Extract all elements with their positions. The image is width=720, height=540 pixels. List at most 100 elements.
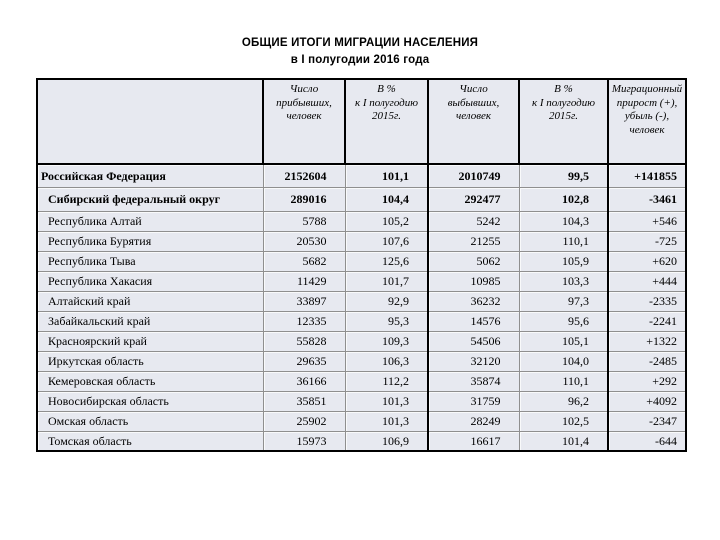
table-row: Республика Тыва 5682 125,6 5062 105,9 +6… [36, 250, 687, 272]
arrivals-percent-cell: 112,2 [344, 370, 429, 392]
net-migration-cell: +546 [607, 210, 687, 232]
departures-percent-cell: 104,3 [518, 210, 609, 232]
departures-percent-cell: 104,0 [518, 350, 609, 372]
arrivals-cell: 5682 [262, 250, 346, 272]
arrivals-percent-cell: 101,1 [344, 163, 429, 188]
arrivals-cell: 20530 [262, 230, 346, 252]
table-row: Красноярский край 55828 109,3 54506 105,… [36, 330, 687, 352]
table-row: Омская область 25902 101,3 28249 102,5 -… [36, 410, 687, 432]
region-name-cell: Новосибирская область [36, 390, 264, 412]
region-name-cell: Иркутская область [36, 350, 264, 372]
column-header-departures: Число выбывших, человек [427, 78, 520, 165]
departures-percent-cell: 101,4 [518, 430, 609, 452]
net-migration-cell: -2485 [607, 350, 687, 372]
arrivals-cell: 5788 [262, 210, 346, 232]
departures-cell: 21255 [427, 230, 520, 252]
migration-table: Число прибывших, человек В % к I полугод… [36, 78, 687, 452]
region-name-cell: Томская область [36, 430, 264, 452]
arrivals-percent-cell: 106,9 [344, 430, 429, 452]
column-header-arrivals: Число прибывших, человек [262, 78, 346, 165]
departures-cell: 292477 [427, 186, 520, 212]
net-migration-cell: -644 [607, 430, 687, 452]
arrivals-percent-cell: 125,6 [344, 250, 429, 272]
region-name-cell: Республика Алтай [36, 210, 264, 232]
net-migration-cell: +4092 [607, 390, 687, 412]
net-migration-cell: +1322 [607, 330, 687, 352]
departures-cell: 14576 [427, 310, 520, 332]
region-name-cell: Красноярский край [36, 330, 264, 352]
arrivals-percent-cell: 104,4 [344, 186, 429, 212]
arrivals-percent-cell: 92,9 [344, 290, 429, 312]
table-body: Российская Федерация 2152604 101,1 20107… [36, 163, 687, 452]
departures-percent-cell: 105,9 [518, 250, 609, 272]
arrivals-percent-cell: 105,2 [344, 210, 429, 232]
table-row: Российская Федерация 2152604 101,1 20107… [36, 163, 687, 188]
table-row: Новосибирская область 35851 101,3 31759 … [36, 390, 687, 412]
net-migration-cell: -2241 [607, 310, 687, 332]
arrivals-percent-cell: 101,3 [344, 390, 429, 412]
arrivals-percent-cell: 106,3 [344, 350, 429, 372]
page-title-line2: в I полугодии 2016 года [290, 54, 430, 66]
table-row: Забайкальский край 12335 95,3 14576 95,6… [36, 310, 687, 332]
arrivals-cell: 15973 [262, 430, 346, 452]
region-name-cell: Российская Федерация [36, 163, 264, 188]
net-migration-cell: +620 [607, 250, 687, 272]
departures-cell: 36232 [427, 290, 520, 312]
arrivals-cell: 36166 [262, 370, 346, 392]
departures-cell: 35874 [427, 370, 520, 392]
column-header-region [36, 78, 264, 165]
arrivals-percent-cell: 101,3 [344, 410, 429, 432]
net-migration-cell: -3461 [607, 186, 687, 212]
arrivals-cell: 289016 [262, 186, 346, 212]
region-name-cell: Республика Бурятия [36, 230, 264, 252]
arrivals-cell: 2152604 [262, 163, 346, 188]
table-row: Иркутская область 29635 106,3 32120 104,… [36, 350, 687, 372]
table-row: Томская область 15973 106,9 16617 101,4 … [36, 430, 687, 452]
departures-percent-cell: 102,5 [518, 410, 609, 432]
arrivals-percent-cell: 101,7 [344, 270, 429, 292]
departures-cell: 54506 [427, 330, 520, 352]
region-name-cell: Алтайский край [36, 290, 264, 312]
departures-cell: 16617 [427, 430, 520, 452]
arrivals-percent-cell: 107,6 [344, 230, 429, 252]
net-migration-cell: -2335 [607, 290, 687, 312]
arrivals-percent-cell: 109,3 [344, 330, 429, 352]
column-header-net-migration: Миграционный прирост (+), убыль (-), чел… [607, 78, 687, 165]
departures-percent-cell: 102,8 [518, 186, 609, 212]
column-header-arrivals-percent: В % к I полугодию 2015г. [344, 78, 429, 165]
arrivals-cell: 11429 [262, 270, 346, 292]
table-row: Республика Бурятия 20530 107,6 21255 110… [36, 230, 687, 252]
departures-percent-cell: 110,1 [518, 370, 609, 392]
arrivals-cell: 25902 [262, 410, 346, 432]
departures-cell: 10985 [427, 270, 520, 292]
net-migration-cell: +141855 [607, 163, 687, 188]
arrivals-cell: 33897 [262, 290, 346, 312]
region-name-cell: Республика Хакасия [36, 270, 264, 292]
departures-percent-cell: 105,1 [518, 330, 609, 352]
departures-percent-cell: 96,2 [518, 390, 609, 412]
departures-cell: 31759 [427, 390, 520, 412]
departures-cell: 5062 [427, 250, 520, 272]
net-migration-cell: +292 [607, 370, 687, 392]
region-name-cell: Омская область [36, 410, 264, 432]
region-name-cell: Забайкальский край [36, 310, 264, 332]
departures-cell: 2010749 [427, 163, 520, 188]
departures-percent-cell: 99,5 [518, 163, 609, 188]
departures-percent-cell: 110,1 [518, 230, 609, 252]
page-title: ОБЩИЕ ИТОГИ МИГРАЦИИ НАСЕЛЕНИЯ в I полуг… [0, 35, 720, 69]
departures-cell: 32120 [427, 350, 520, 372]
region-name-cell: Кемеровская область [36, 370, 264, 392]
region-name-cell: Республика Тыва [36, 250, 264, 272]
arrivals-cell: 12335 [262, 310, 346, 332]
departures-percent-cell: 97,3 [518, 290, 609, 312]
arrivals-cell: 35851 [262, 390, 346, 412]
page-title-line1: ОБЩИЕ ИТОГИ МИГРАЦИИ НАСЕЛЕНИЯ [241, 37, 479, 49]
table-header: Число прибывших, человек В % к I полугод… [36, 78, 687, 165]
arrivals-cell: 29635 [262, 350, 346, 372]
column-header-departures-percent: В % к I полугодию 2015г. [518, 78, 609, 165]
table-row: Республика Хакасия 11429 101,7 10985 103… [36, 270, 687, 292]
table-row: Республика Алтай 5788 105,2 5242 104,3 +… [36, 210, 687, 232]
table-row: Алтайский край 33897 92,9 36232 97,3 -23… [36, 290, 687, 312]
departures-cell: 5242 [427, 210, 520, 232]
